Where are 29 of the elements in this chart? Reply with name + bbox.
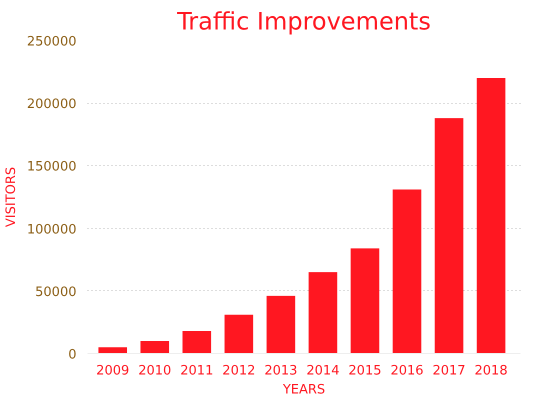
x-tick-label: 2014 — [306, 364, 340, 378]
x-tick-label: 2015 — [348, 364, 382, 378]
x-tick-label: 2016 — [390, 364, 424, 378]
bar — [476, 78, 506, 354]
x-tick-label: 2011 — [180, 364, 214, 378]
y-tick-label: 100000 — [26, 222, 77, 238]
x-tick-label: 2010 — [138, 364, 172, 378]
x-tick-label: 2012 — [222, 364, 256, 378]
x-tick-label: 2018 — [474, 364, 508, 378]
y-tick-label: 200000 — [26, 97, 77, 112]
y-tick-label: 50000 — [35, 284, 77, 300]
x-tick-label: 2013 — [264, 364, 298, 378]
y-axis-title: VISITORS — [4, 166, 19, 228]
x-tick-label: 2017 — [432, 364, 466, 378]
bar — [98, 347, 128, 354]
chart-title: Traffic Improvements — [176, 8, 431, 36]
y-tick-label: 150000 — [26, 160, 77, 175]
bar — [350, 248, 380, 354]
y-tick-label: 250000 — [26, 34, 77, 50]
bar — [140, 340, 170, 354]
bar — [224, 314, 254, 354]
bar — [182, 330, 212, 354]
y-tick-label: 0 — [68, 348, 77, 362]
bar — [308, 272, 338, 354]
bar — [266, 296, 296, 354]
bar — [392, 189, 422, 354]
x-tick-label: 2009 — [96, 364, 130, 378]
bar — [434, 118, 464, 354]
x-axis-title: YEARS — [282, 382, 326, 398]
